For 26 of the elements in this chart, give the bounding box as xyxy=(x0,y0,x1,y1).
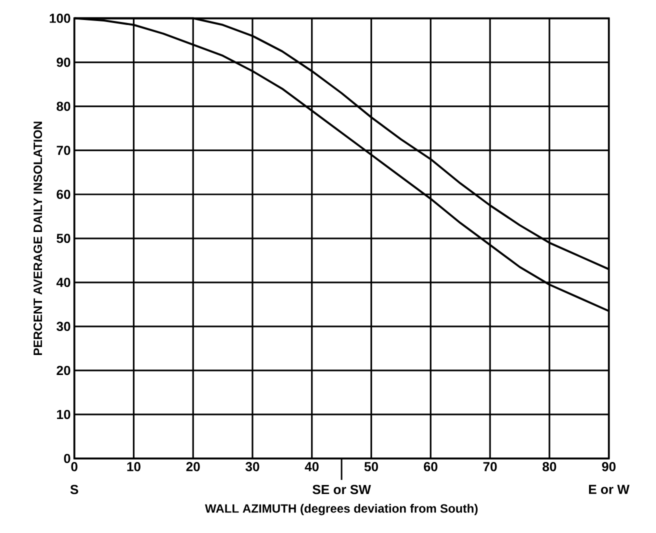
x-tick-label: 60 xyxy=(424,462,438,472)
x-tick-label: 30 xyxy=(246,462,260,472)
text: E or W xyxy=(589,484,630,494)
x-axis-title: WALL AZIMUTH (degrees deviation from South) xyxy=(204,504,478,516)
x-tick-label: 10 xyxy=(127,462,140,472)
y-axis-title: PERCENT AVERAGE DAILY INSOLATION xyxy=(34,122,42,356)
x-tick-label: 0 xyxy=(71,462,78,472)
y-tick-label: 20 xyxy=(56,366,70,376)
text: S xyxy=(70,484,78,494)
x-tick-label: 80 xyxy=(542,462,556,472)
y-tick-label: 0 xyxy=(64,454,70,464)
x-tick-label: 20 xyxy=(186,462,200,472)
text: SE or SW xyxy=(312,484,371,494)
y-tick-label: 30 xyxy=(56,322,70,332)
y-tick-label: 80 xyxy=(56,102,70,112)
x-tick-label: 40 xyxy=(304,462,319,472)
x-tick-label: 50 xyxy=(364,462,378,472)
y-tick-label: 90 xyxy=(56,58,70,68)
y-tick-label: 60 xyxy=(56,190,70,200)
y-tick-label: 100 xyxy=(50,14,70,24)
x-tick-label: 90 xyxy=(602,462,616,472)
y-tick-label: 10 xyxy=(57,410,70,420)
y-tick-label: 40 xyxy=(56,278,70,288)
y-tick-label: 50 xyxy=(56,234,70,244)
x-tick-label: 70 xyxy=(483,462,497,472)
y-tick-label: 70 xyxy=(56,146,70,156)
